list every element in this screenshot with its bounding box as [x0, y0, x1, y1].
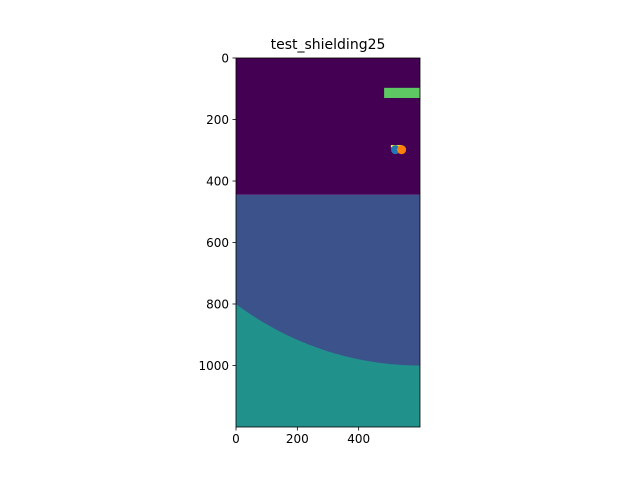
y-tick-label: 200 — [206, 113, 229, 127]
plot-area — [236, 58, 420, 427]
axes: 0 200 400 0 200 400 600 800 1000 — [198, 52, 421, 446]
y-tick-label: 400 — [206, 175, 229, 189]
green-rectangle — [384, 87, 420, 98]
x-tick-label: 200 — [286, 432, 309, 446]
y-tick-label: 0 — [221, 52, 229, 66]
y-tick-label: 1000 — [198, 359, 229, 373]
top-region — [236, 58, 420, 195]
x-tick-label: 400 — [347, 432, 370, 446]
chart-title: test_shielding25 — [271, 37, 386, 53]
y-tick-label: 600 — [206, 236, 229, 250]
bottom-curved-region — [236, 304, 420, 427]
y-tick-label: 800 — [206, 298, 229, 312]
x-tick-label: 0 — [232, 432, 240, 446]
orange-point — [397, 145, 407, 155]
